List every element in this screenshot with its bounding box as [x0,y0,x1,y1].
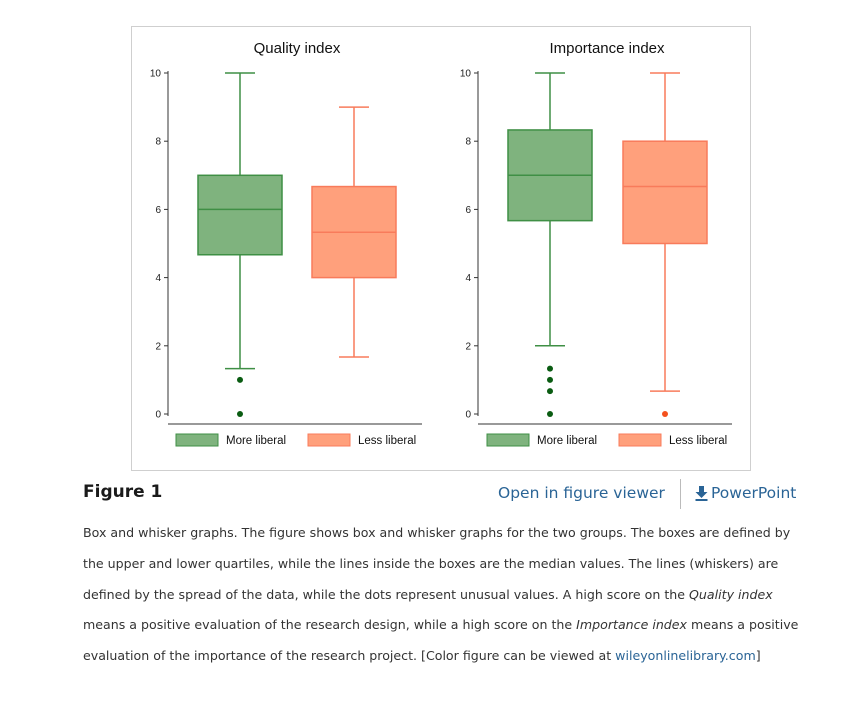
y-tick-label: 8 [465,137,471,148]
download-icon [695,486,708,501]
outlier-point [547,388,553,395]
figure-label: Figure 1 [83,482,163,502]
caption-text-4: ] [755,648,761,664]
caption-italic-quality: Quality index [689,586,773,602]
y-tick-label: 8 [155,137,161,148]
outlier-point [547,376,553,383]
caption-text-1: Box and whisker graphs. The figure shows… [83,525,791,602]
chart-title: Quality index [254,40,341,57]
iqr-box [622,140,708,245]
powerpoint-label: PowerPoint [711,484,797,502]
link-divider [680,479,681,509]
caption-italic-importance: Importance index [576,617,688,633]
y-tick-label: 2 [465,341,471,352]
legend-label: More liberal [226,435,286,447]
box-less-liberal [622,72,708,417]
wiley-library-link[interactable]: wileyonlinelibrary.com [615,648,756,664]
y-tick-label: 6 [465,205,471,216]
box-plot-figure: Quality index 0 2 4 6 8 10 More liberal Less lib… [150,40,732,447]
legend-label: More liberal [537,435,597,447]
iqr-box [197,174,283,256]
legend-label: Less liberal [358,435,416,447]
outlier-point [547,365,553,372]
legend-swatch [307,433,351,447]
legend-swatch [175,433,219,447]
open-figure-viewer-link[interactable]: Open in figure viewer [498,484,665,502]
outlier-point [237,376,243,383]
y-tick-label: 4 [155,273,161,284]
box-more-liberal [197,72,283,417]
chart-title: Importance index [549,40,665,57]
legend-label: Less liberal [669,435,727,447]
y-tick-label: 2 [155,341,161,352]
box-less-liberal [311,106,397,358]
y-tick-label: 0 [155,410,161,421]
box-more-liberal [507,72,593,417]
y-tick-label: 6 [155,205,161,216]
outlier-point [547,411,553,417]
y-tick-label: 10 [460,69,472,80]
outlier-point [237,411,243,417]
legend-swatch [618,433,662,447]
figure-header: Figure 1 Open in figure viewer PowerPoin… [83,478,805,510]
caption-text-2: means a positive evaluation of the resea… [83,617,577,633]
powerpoint-download-link[interactable]: PowerPoint [694,484,796,502]
figure-image: Quality index 0 2 4 6 8 10 More liberal Less lib… [131,26,751,471]
outlier-point [662,411,668,417]
y-tick-label: 10 [150,69,162,80]
figure-caption: Box and whisker graphs. The figure shows… [83,518,808,672]
y-tick-label: 0 [465,410,471,421]
legend-swatch [486,433,530,447]
caption-text-3: means a positive evaluation of the impor… [83,617,799,664]
y-tick-label: 4 [465,273,471,284]
